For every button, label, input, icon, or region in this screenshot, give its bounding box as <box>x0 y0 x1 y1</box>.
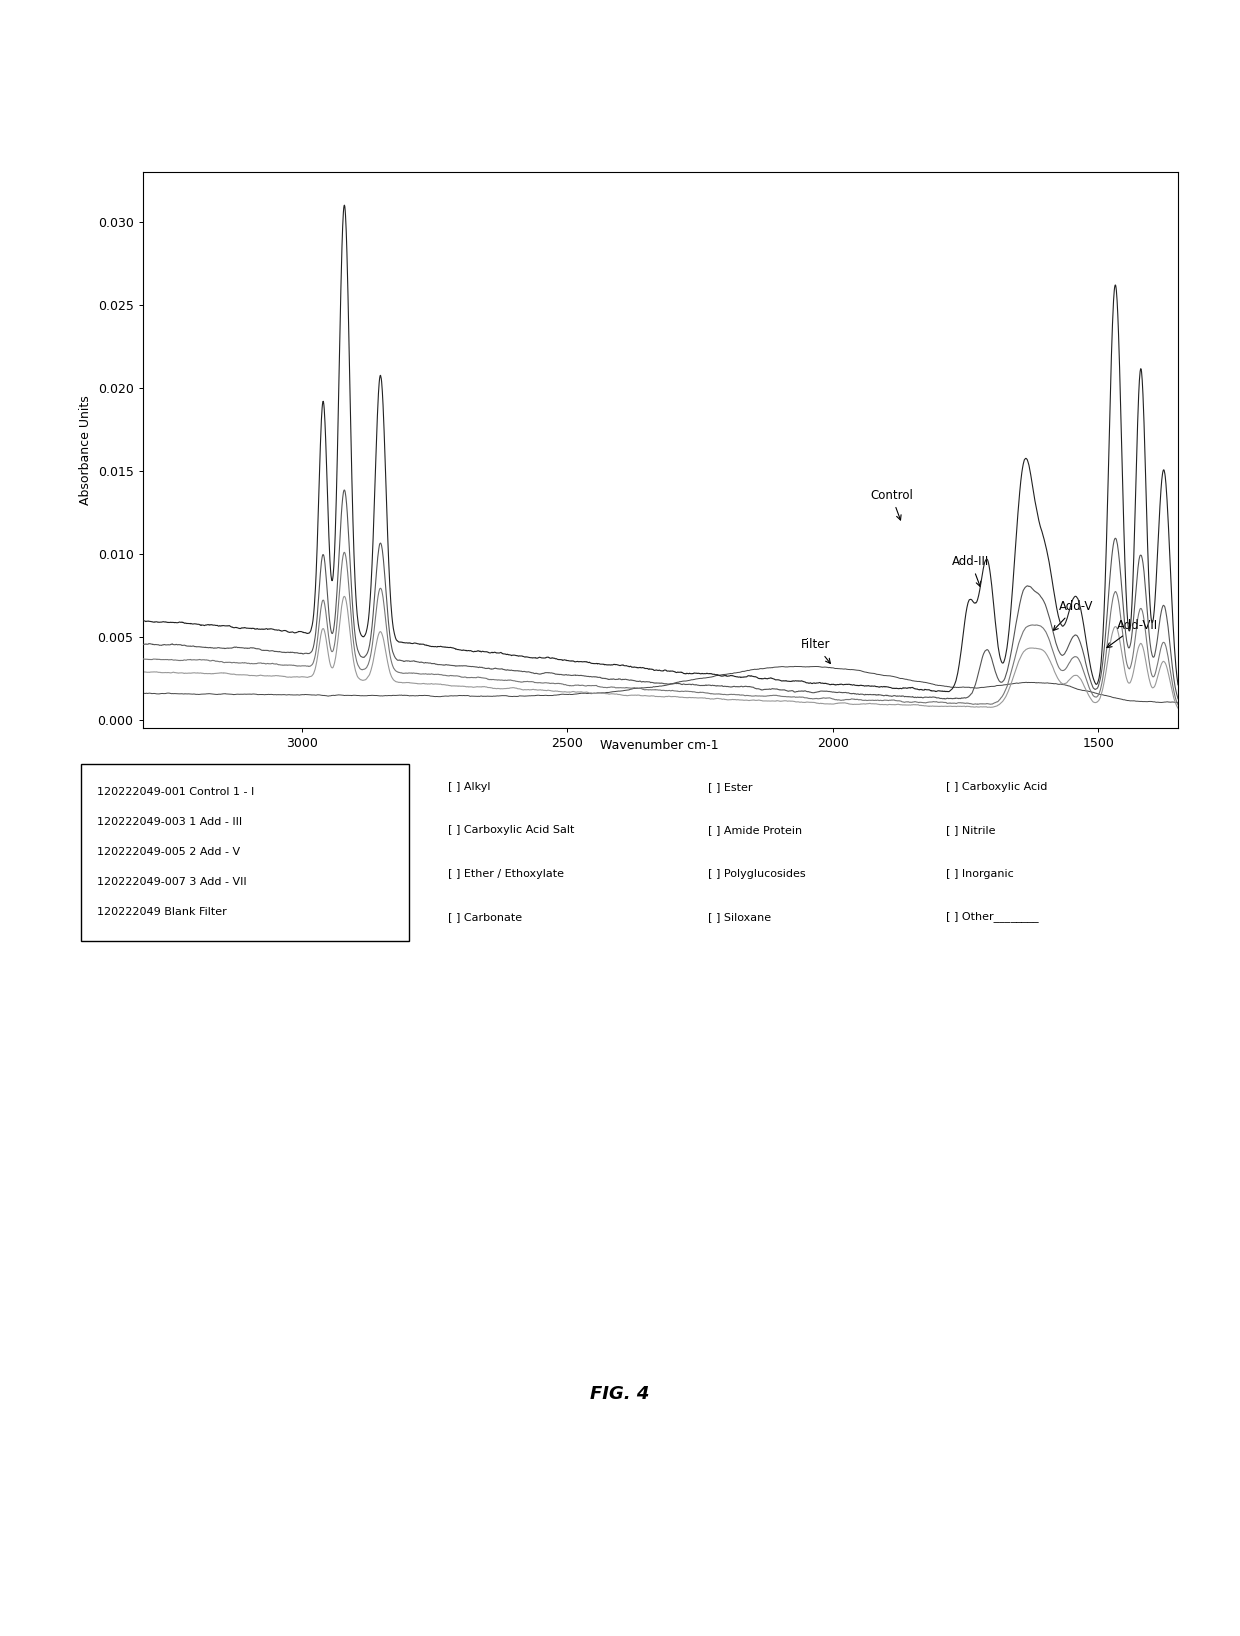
Text: [ ] Nitrile: [ ] Nitrile <box>946 826 996 836</box>
Text: Control: Control <box>870 489 913 520</box>
Text: Add-V: Add-V <box>1053 600 1092 630</box>
Text: Add-VII: Add-VII <box>1107 618 1158 648</box>
Text: 120222049-001 Control 1 - I: 120222049-001 Control 1 - I <box>97 787 254 797</box>
Text: [ ] Siloxane: [ ] Siloxane <box>708 911 771 921</box>
Text: [ ] Other________: [ ] Other________ <box>946 911 1039 923</box>
Text: FIG. 4: FIG. 4 <box>590 1384 650 1404</box>
Text: Filter: Filter <box>801 638 831 664</box>
Text: [ ] Carbonate: [ ] Carbonate <box>448 911 522 921</box>
Text: [ ] Ether / Ethoxylate: [ ] Ether / Ethoxylate <box>448 869 564 879</box>
Text: Add-III: Add-III <box>952 556 990 586</box>
Text: [ ] Carboxylic Acid Salt: [ ] Carboxylic Acid Salt <box>448 826 574 836</box>
Text: [ ] Inorganic: [ ] Inorganic <box>946 869 1014 879</box>
Text: Wavenumber cm-1: Wavenumber cm-1 <box>600 739 719 753</box>
FancyBboxPatch shape <box>81 764 409 941</box>
Text: [ ] Polyglucosides: [ ] Polyglucosides <box>708 869 806 879</box>
Text: 120222049-007 3 Add - VII: 120222049-007 3 Add - VII <box>97 877 247 887</box>
Text: [ ] Alkyl: [ ] Alkyl <box>448 782 490 792</box>
Text: 120222049-005 2 Add - V: 120222049-005 2 Add - V <box>97 847 241 857</box>
Text: [ ] Ester: [ ] Ester <box>708 782 753 792</box>
Text: [ ] Amide Protein: [ ] Amide Protein <box>708 826 802 836</box>
Text: 120222049-003 1 Add - III: 120222049-003 1 Add - III <box>97 818 242 828</box>
Text: [ ] Carboxylic Acid: [ ] Carboxylic Acid <box>946 782 1048 792</box>
Y-axis label: Absorbance Units: Absorbance Units <box>79 394 92 506</box>
Text: 120222049 Blank Filter: 120222049 Blank Filter <box>97 908 227 918</box>
